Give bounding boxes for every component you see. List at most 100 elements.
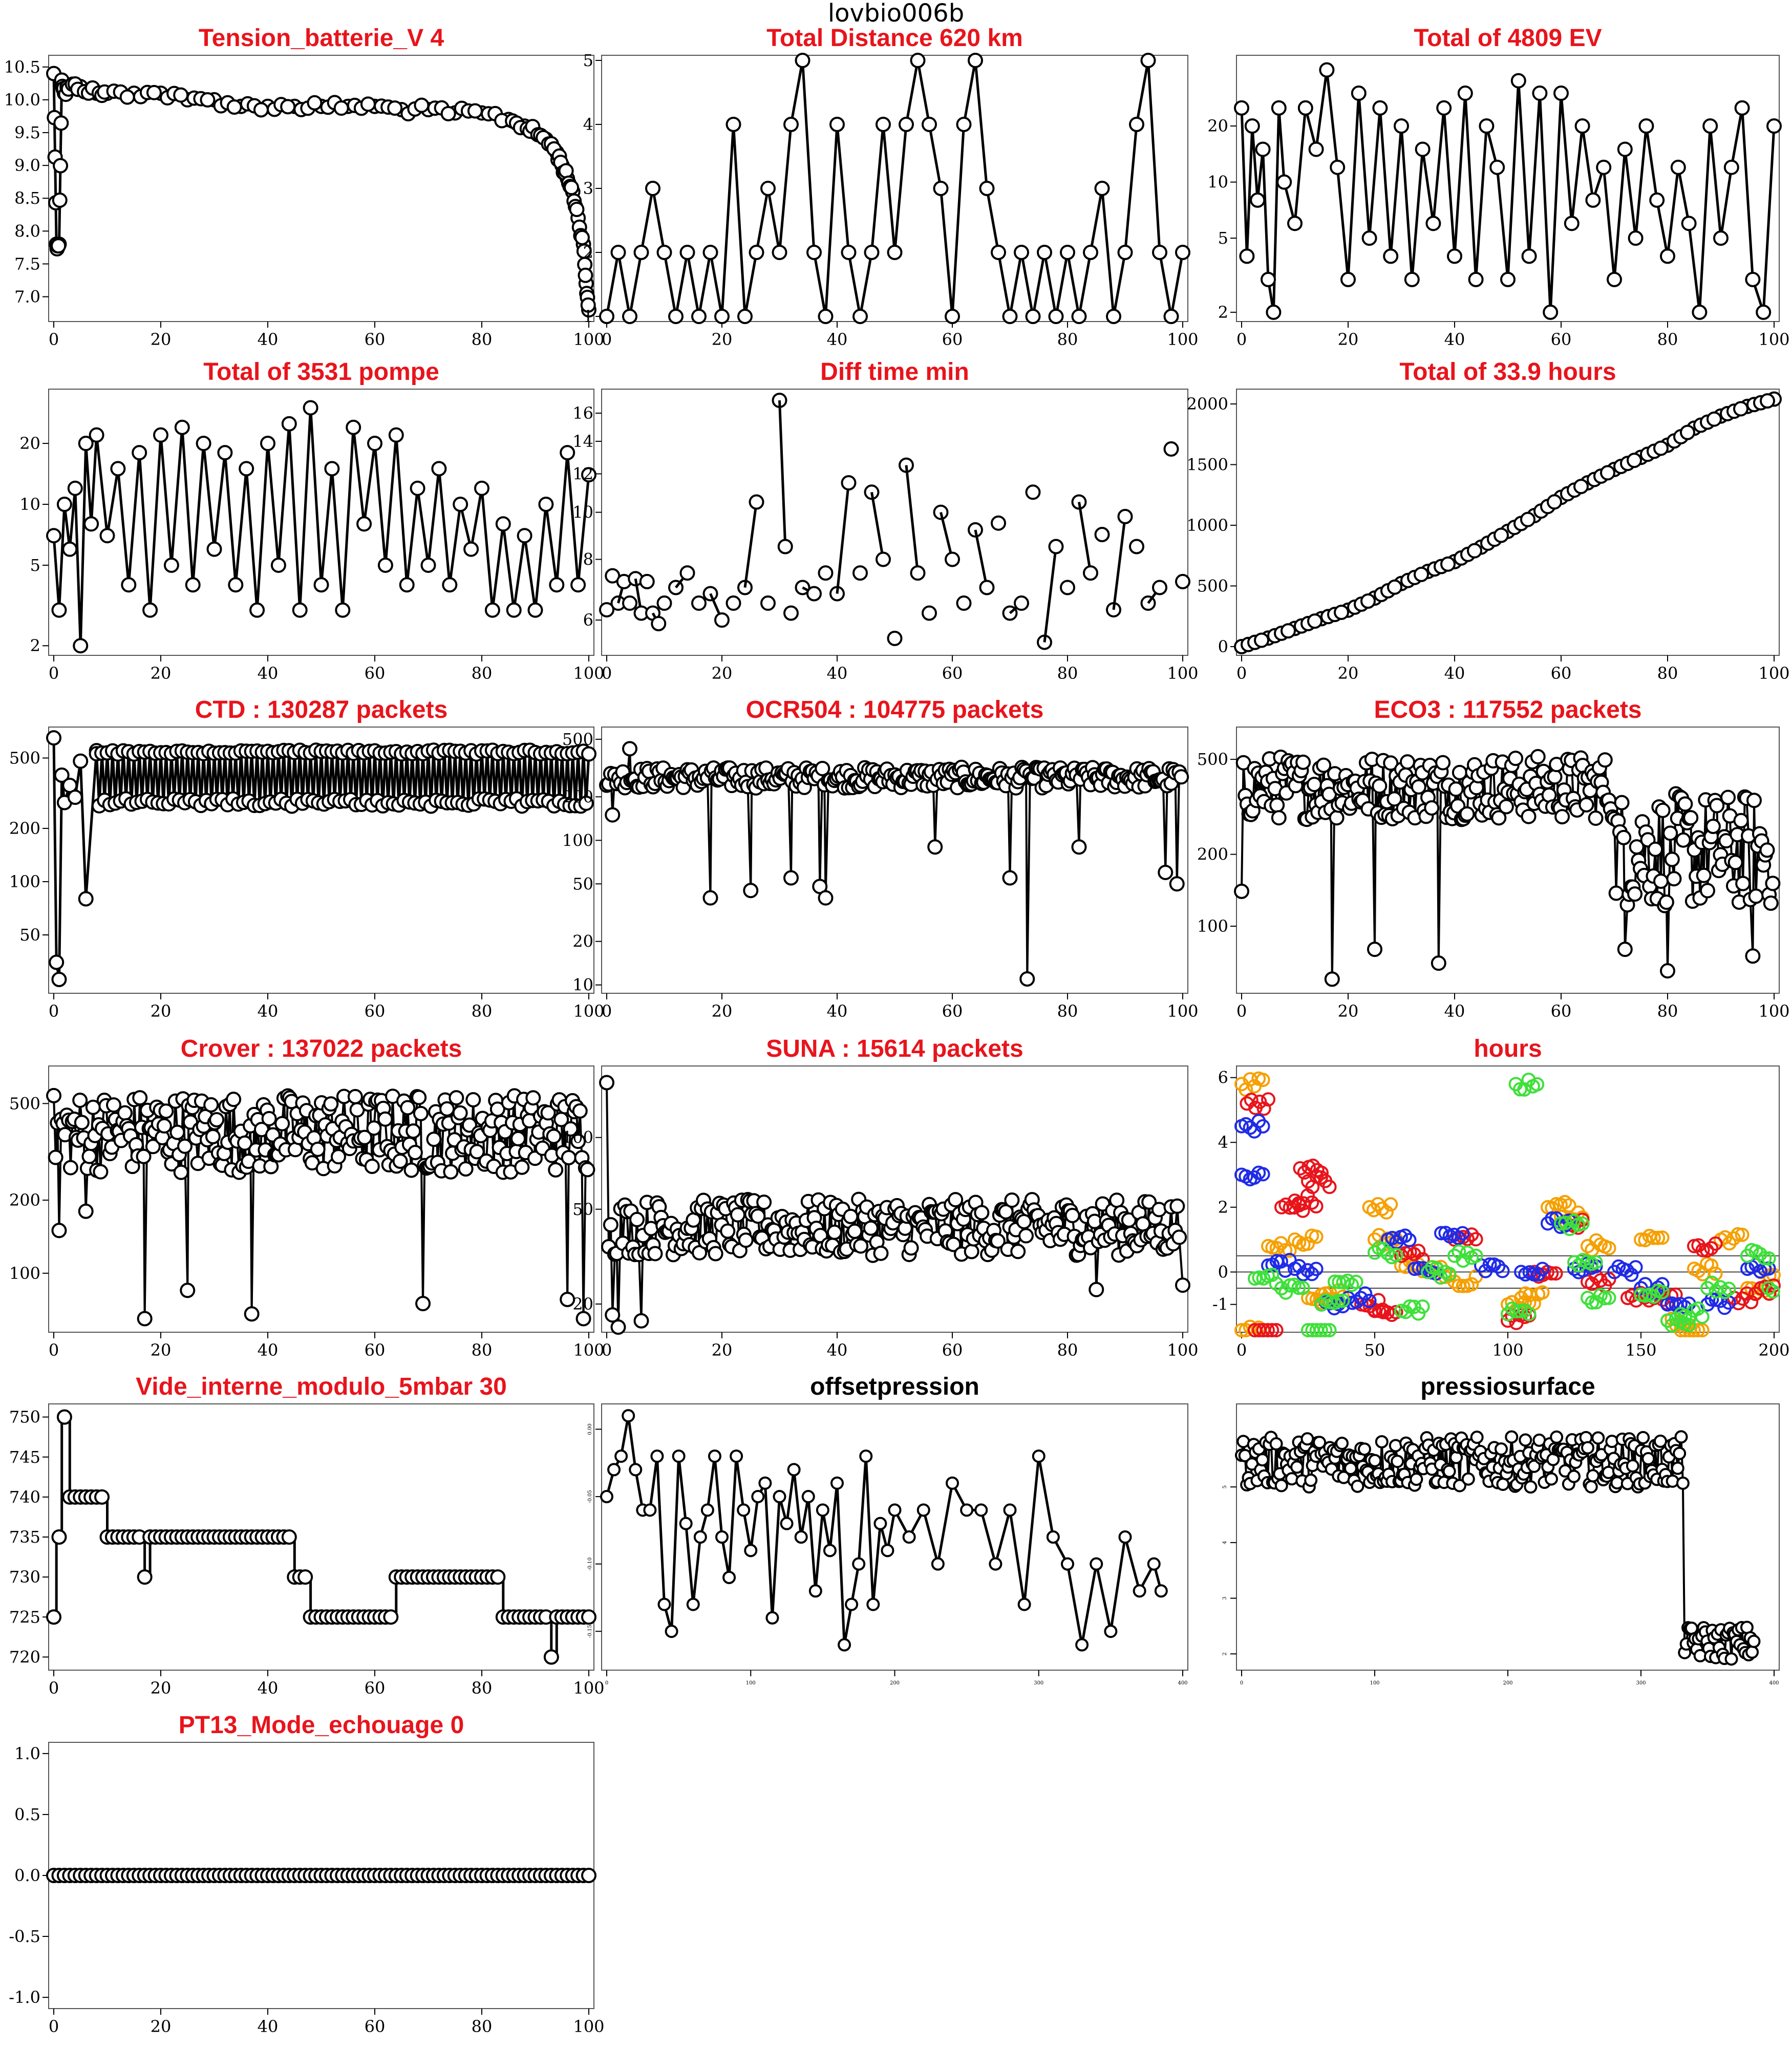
x-tick-label: 0 bbox=[49, 1001, 59, 1021]
data-point bbox=[1683, 810, 1699, 826]
data-point bbox=[679, 1517, 693, 1530]
x-tick-label: 200 bbox=[890, 1680, 900, 1686]
data-point bbox=[313, 577, 329, 593]
data-point bbox=[1655, 1230, 1670, 1245]
y-tick-label: 100 bbox=[1197, 916, 1228, 936]
data-point bbox=[629, 1211, 645, 1227]
data-point bbox=[517, 528, 532, 544]
chart-suna: SUNA : 15614 packets 0 20 40 60 80 100 20 50 100 bbox=[562, 1035, 1199, 1360]
data-point bbox=[1636, 1431, 1650, 1444]
data-point bbox=[614, 1449, 628, 1463]
x-tick-label: 100 bbox=[573, 330, 604, 349]
data-point bbox=[679, 565, 695, 581]
data-point bbox=[495, 516, 511, 532]
data-point bbox=[1602, 1241, 1616, 1255]
data-point bbox=[873, 1517, 887, 1530]
data-point bbox=[1761, 1251, 1776, 1266]
x-tick-label: 0 bbox=[602, 1001, 612, 1021]
data-point bbox=[1025, 309, 1041, 324]
plot-frame bbox=[601, 1403, 1188, 1671]
x-tick-label: 0 bbox=[49, 1678, 59, 1698]
data-point bbox=[1239, 1117, 1253, 1132]
data-point bbox=[1624, 1267, 1639, 1282]
data-point bbox=[1357, 1442, 1371, 1456]
data-point bbox=[1141, 1194, 1157, 1210]
data-point bbox=[226, 99, 242, 115]
data-point bbox=[714, 309, 730, 324]
data-point bbox=[387, 100, 403, 116]
data-point bbox=[1424, 800, 1440, 816]
data-point bbox=[910, 53, 926, 68]
data-point bbox=[1151, 1202, 1167, 1218]
data-point bbox=[364, 1158, 380, 1174]
data-point bbox=[1543, 304, 1559, 320]
data-point bbox=[196, 436, 211, 452]
x-tick-label: 40 bbox=[1444, 1001, 1465, 1021]
data-point bbox=[1464, 1277, 1479, 1292]
y-tick-label: 50 bbox=[19, 925, 40, 945]
chart-offsetpression: offsetpression 0 100 200 300 400 0.00 -0.05 -0.1… bbox=[587, 1373, 1188, 1686]
data-point bbox=[1375, 1201, 1390, 1216]
data-point bbox=[760, 181, 776, 196]
data-point bbox=[67, 480, 83, 496]
data-point bbox=[1660, 248, 1675, 264]
y-tick-label: 500 bbox=[1197, 750, 1228, 769]
data-point bbox=[714, 612, 730, 628]
data-point bbox=[1653, 873, 1669, 889]
series-line bbox=[974, 529, 988, 588]
data-point bbox=[758, 1476, 772, 1490]
data-point bbox=[1695, 1243, 1710, 1257]
chart-title: Total of 4809 EV bbox=[1414, 25, 1602, 52]
data-point bbox=[414, 97, 430, 113]
data-point bbox=[1535, 1262, 1550, 1276]
data-point bbox=[1510, 73, 1526, 89]
data-point bbox=[1746, 793, 1762, 808]
data-point bbox=[1175, 245, 1190, 260]
data-point bbox=[1494, 527, 1509, 543]
data-point bbox=[783, 605, 799, 621]
data-point bbox=[205, 1128, 221, 1144]
data-point bbox=[899, 117, 914, 132]
data-point bbox=[777, 539, 793, 554]
x-tick-label: 0 bbox=[1236, 1001, 1247, 1021]
data-point bbox=[1646, 1230, 1661, 1245]
data-point bbox=[1617, 141, 1633, 157]
data-point bbox=[180, 1283, 196, 1298]
data-point bbox=[137, 1311, 153, 1327]
data-point bbox=[795, 53, 810, 68]
data-point bbox=[1048, 539, 1064, 554]
y-tick-label: 735 bbox=[9, 1527, 40, 1547]
data-point bbox=[1398, 1228, 1413, 1243]
data-point bbox=[750, 1208, 766, 1224]
data-point bbox=[881, 1544, 894, 1558]
data-point bbox=[1269, 797, 1285, 813]
y-tick-label: 9.5 bbox=[14, 123, 40, 142]
data-point bbox=[297, 1569, 313, 1585]
data-point bbox=[818, 565, 834, 581]
data-point bbox=[1566, 1213, 1581, 1228]
data-point bbox=[110, 461, 126, 477]
y-tick-label: 725 bbox=[9, 1607, 40, 1627]
data-point bbox=[1648, 841, 1663, 857]
data-point bbox=[581, 1868, 596, 1883]
data-point bbox=[1745, 1645, 1759, 1659]
data-point bbox=[838, 1638, 851, 1652]
data-point bbox=[1104, 1625, 1118, 1638]
data-point bbox=[158, 1103, 174, 1119]
data-point bbox=[469, 1144, 485, 1160]
data-point bbox=[1616, 829, 1632, 845]
x-tick-label: 100 bbox=[573, 2017, 604, 2036]
data-point bbox=[1376, 1242, 1391, 1256]
data-point bbox=[829, 117, 845, 132]
data-point bbox=[756, 1194, 772, 1210]
y-tick-label: 100 bbox=[9, 872, 40, 891]
data-point bbox=[1456, 1253, 1470, 1268]
data-point bbox=[1296, 1196, 1311, 1211]
data-point bbox=[274, 1116, 290, 1132]
data-point bbox=[1171, 1229, 1187, 1245]
data-point bbox=[1014, 245, 1029, 260]
data-point bbox=[377, 557, 393, 573]
data-point bbox=[956, 117, 972, 132]
data-point bbox=[1763, 895, 1779, 911]
data-point bbox=[346, 419, 361, 435]
